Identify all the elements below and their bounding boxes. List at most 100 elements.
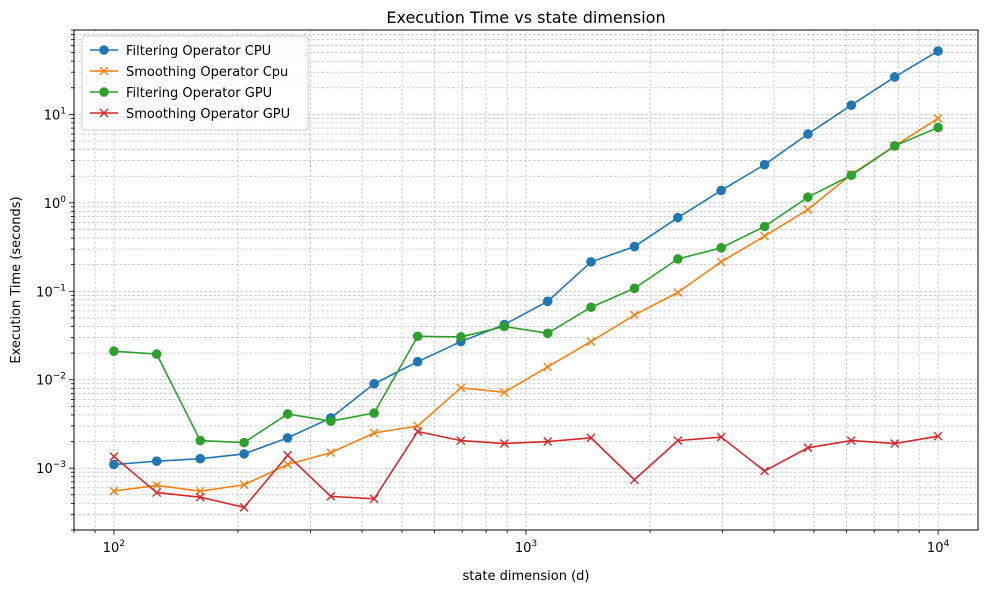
data-point (760, 231, 770, 241)
data-point (716, 185, 726, 196)
data-point (586, 337, 596, 347)
data-point (152, 488, 162, 498)
series-line (113, 126, 939, 444)
y-tick-label: 10−3 (36, 460, 66, 477)
data-point (195, 492, 205, 502)
y-tick-label: 10−1 (36, 283, 66, 300)
y-tick-label: 101 (44, 106, 66, 123)
data-point (151, 349, 162, 359)
legend-item: Filtering Operator GPU (90, 86, 272, 101)
data-point (673, 254, 683, 264)
data-point (499, 387, 509, 397)
data-point (369, 378, 379, 389)
series-1 (109, 46, 943, 470)
data-point (803, 205, 813, 215)
data-point (195, 453, 206, 464)
legend-marker (99, 87, 109, 97)
data-point (716, 257, 726, 267)
series-2 (109, 113, 943, 496)
data-point (890, 439, 900, 449)
series-line (113, 430, 939, 509)
data-point (629, 241, 640, 252)
data-point (673, 436, 683, 446)
data-point (933, 46, 943, 56)
data-point (716, 432, 726, 442)
data-point (629, 283, 640, 294)
data-point (499, 439, 509, 449)
data-point (195, 435, 206, 446)
y-tick-label: 100 (44, 195, 67, 212)
data-point (412, 331, 423, 342)
data-point (889, 141, 900, 151)
data-point (543, 437, 553, 447)
data-point (109, 486, 119, 496)
data-point (673, 287, 683, 297)
data-point (456, 436, 466, 446)
x-tick-label: 103 (515, 539, 537, 556)
data-point (586, 433, 596, 443)
data-point (759, 221, 770, 232)
data-point (239, 480, 249, 490)
data-point (759, 159, 770, 170)
data-point (846, 100, 857, 111)
legend-marker (99, 45, 109, 55)
series-3 (109, 122, 943, 448)
data-point (283, 460, 293, 470)
axis-ticks: 102 103 104 10−3 10−2 10−1 100 101 (36, 29, 950, 556)
data-point (499, 321, 510, 332)
y-tick-label: 10−2 (36, 372, 66, 389)
series-layer (109, 46, 943, 512)
data-point (456, 383, 466, 393)
legend-label: Smoothing Operator Cpu (126, 65, 288, 80)
y-axis-label: Execution Time (seconds) (9, 196, 24, 363)
data-point (326, 491, 336, 501)
chart-title: Execution Time vs state dimension (386, 8, 665, 27)
data-point (760, 466, 770, 476)
legend-label: Smoothing Operator GPU (126, 107, 290, 122)
data-point (933, 113, 943, 123)
data-point (456, 332, 466, 342)
data-point (109, 459, 119, 470)
data-point (369, 494, 379, 504)
data-point (586, 257, 596, 267)
data-point (716, 243, 726, 253)
data-point (803, 129, 813, 139)
data-point (803, 192, 813, 202)
data-point (542, 296, 553, 307)
data-point (803, 443, 813, 453)
legend-marker (99, 66, 109, 76)
data-point (152, 480, 162, 490)
data-point (109, 346, 119, 357)
data-point (369, 408, 379, 418)
data-point (413, 426, 423, 436)
data-point (673, 212, 683, 223)
data-point (586, 302, 596, 313)
legend-marker (99, 108, 109, 118)
data-point (239, 437, 249, 448)
data-point (151, 456, 162, 466)
data-point (629, 310, 639, 320)
data-point (889, 72, 900, 82)
data-point (412, 356, 423, 367)
data-point (239, 502, 249, 512)
data-point (629, 475, 639, 485)
series-4 (109, 426, 943, 512)
x-axis-label: state dimension (d) (463, 569, 590, 584)
data-point (369, 428, 379, 438)
legend-box (81, 35, 309, 131)
data-point (282, 433, 293, 443)
series-line (113, 50, 939, 466)
series-line (113, 117, 939, 492)
data-point (109, 452, 119, 462)
data-point (933, 431, 943, 441)
data-point (542, 328, 553, 339)
data-point (543, 362, 553, 372)
data-point (326, 416, 336, 426)
data-point (846, 170, 857, 181)
x-tick-label: 104 (927, 539, 950, 556)
legend: Filtering Operator CPU Smoothing Operator… (81, 35, 309, 131)
data-point (282, 409, 293, 419)
legend-item: Filtering Operator CPU (90, 44, 271, 59)
